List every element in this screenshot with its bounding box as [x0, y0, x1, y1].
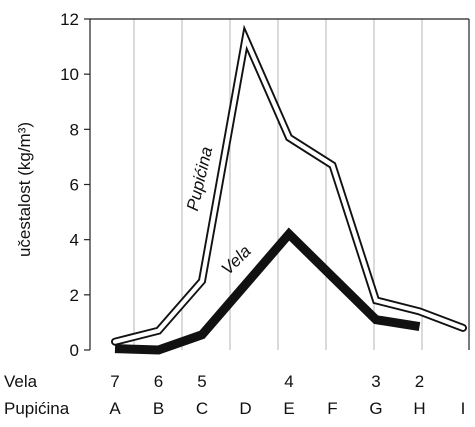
x-tick-label: F: [327, 399, 337, 418]
x-tick-label: 6: [154, 372, 163, 391]
x-tick-label: 4: [284, 372, 293, 391]
series-label-pupicina: Pupićina: [183, 145, 216, 213]
series-line-vela: [114, 227, 421, 355]
x-tick-label: 2: [415, 372, 424, 391]
row-label-pupicina: Pupićina: [4, 399, 70, 418]
y-tick-label: 10: [60, 65, 79, 84]
x-tick-label: E: [283, 399, 294, 418]
y-tick-label: 0: [70, 341, 79, 360]
x-tick-label: G: [369, 399, 382, 418]
x-tick-label: A: [109, 399, 121, 418]
y-tick-label: 2: [70, 286, 79, 305]
series-layer: [111, 24, 467, 355]
x-tick-label: C: [196, 399, 208, 418]
x-tick-label: 5: [197, 372, 206, 391]
x-tick-label: 3: [371, 372, 380, 391]
axis-layer: 0 2 4 6 8 10 12 učestalost (kg/m³): [15, 10, 470, 360]
series-line-pupicina: [112, 31, 466, 344]
y-axis-title: učestalost (kg/m³): [15, 122, 34, 257]
row-label-vela: Vela: [4, 372, 38, 391]
y-tick-label: 12: [60, 10, 79, 29]
x-tick-label: B: [153, 399, 164, 418]
x-tick-label: 7: [110, 372, 119, 391]
series-line-pupicina-outline: [111, 24, 467, 346]
y-tick-label: 8: [70, 120, 79, 139]
y-tick-label: 6: [70, 176, 79, 195]
x-tick-label: H: [413, 399, 425, 418]
series-label-vela: Vela: [218, 242, 255, 279]
grid-layer: [133, 19, 423, 350]
y-tick-label: 4: [70, 231, 79, 250]
x-tick-label: D: [239, 399, 251, 418]
x-tick-label: I: [461, 399, 466, 418]
